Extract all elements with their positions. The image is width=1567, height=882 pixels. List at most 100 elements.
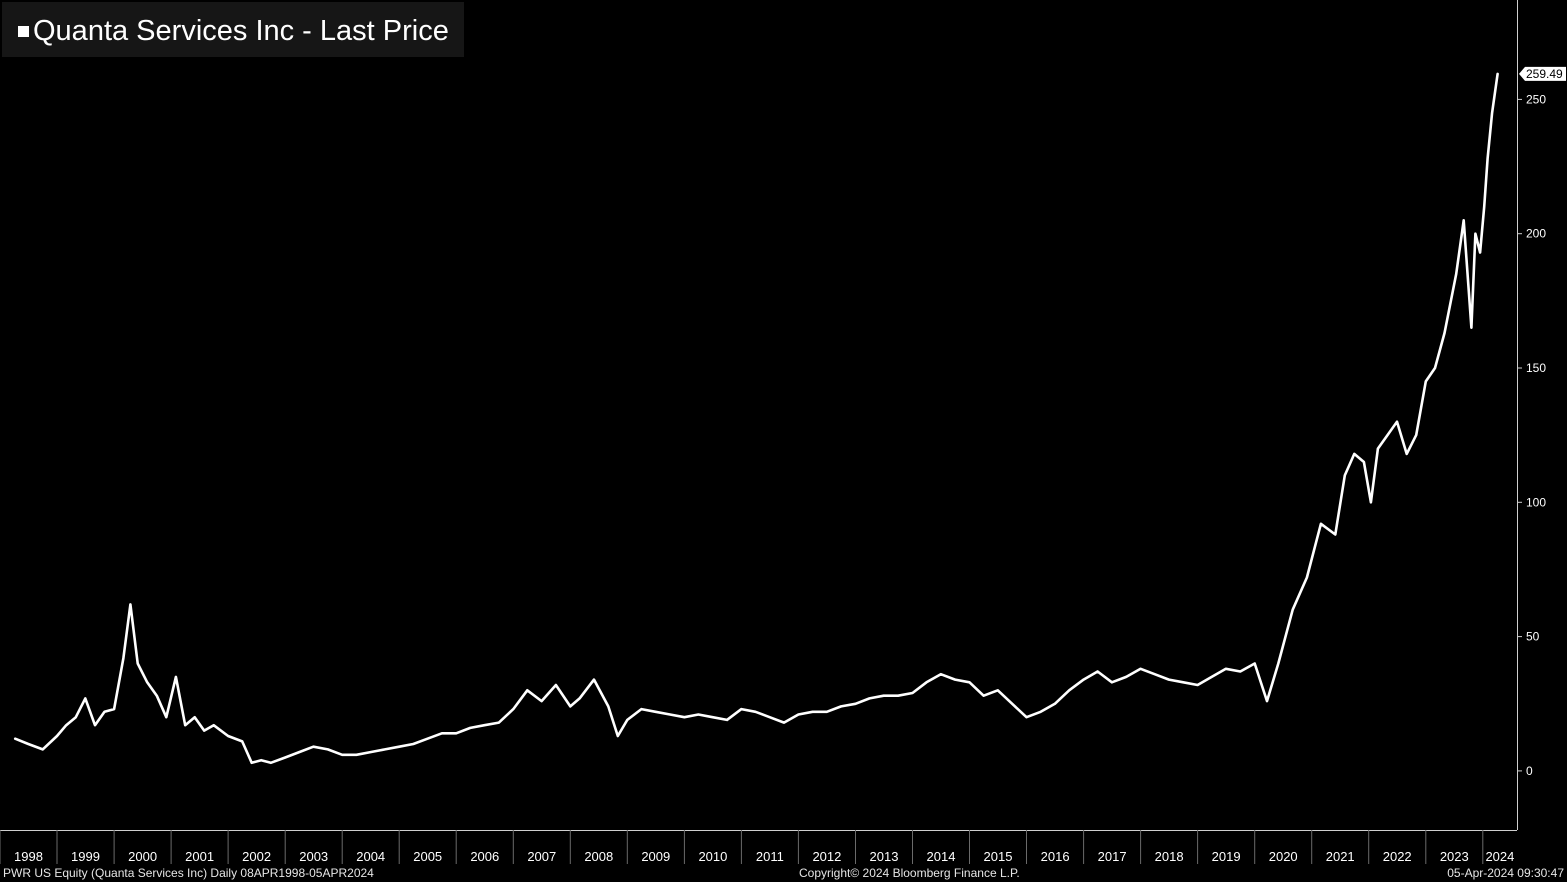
x-tick-label-2006: 2006 [470, 849, 499, 864]
data-point-1998-04-08 [14, 737, 16, 740]
data-point-2000-04-15 [129, 603, 132, 606]
data-point-2017-07-01 [1111, 681, 1113, 684]
data-point-2009-01-01 [626, 719, 629, 721]
y-tick-label-200: 200 [1526, 227, 1546, 241]
data-point-2022-05-01 [1386, 434, 1389, 436]
data-point-2007-10-01 [555, 684, 557, 686]
x-tick-label-2019: 2019 [1212, 849, 1241, 864]
x-tick-label-2024: 2024 [1485, 849, 1514, 864]
data-point-2020-01-01 [1253, 662, 1256, 665]
data-point-2016-04-01 [1039, 711, 1042, 713]
data-point-2003-01-01 [284, 756, 287, 759]
x-tick-label-2021: 2021 [1326, 849, 1355, 864]
y-tick-label-100: 100 [1526, 495, 1546, 509]
x-tick-label-2011: 2011 [756, 849, 784, 864]
data-point-2017-01-01 [1082, 678, 1085, 681]
y-tick-label-150: 150 [1526, 361, 1546, 375]
last-price-flag: 259.49 [1519, 66, 1566, 81]
data-point-1999-11-01 [103, 711, 106, 713]
data-point-2016-07-01 [1054, 703, 1056, 705]
data-point-2021-12-01 [1363, 461, 1365, 463]
data-point-2022-07-01 [1396, 420, 1398, 423]
data-point-2002-06-01 [250, 762, 253, 764]
data-point-2002-08-01 [260, 759, 263, 761]
x-tick-label-2007: 2007 [527, 849, 556, 864]
data-point-2014-01-01 [911, 692, 914, 694]
data-point-2004-07-01 [369, 751, 372, 753]
data-point-2008-09-01 [607, 705, 610, 708]
data-point-2018-10-01 [1182, 681, 1185, 684]
data-point-2010-10-01 [726, 719, 728, 721]
data-point-2001-08-01 [203, 729, 205, 732]
data-point-2000-06-01 [136, 662, 139, 665]
data-point-2002-10-01 [270, 762, 272, 764]
data-point-2011-07-01 [768, 716, 771, 718]
data-point-2008-11-01 [617, 735, 619, 737]
data-point-2023-07-15 [1455, 273, 1457, 275]
data-point-1999-07-01 [84, 697, 87, 700]
data-point-2009-10-01 [669, 713, 671, 716]
data-point-1999-01-01 [56, 735, 58, 737]
data-point-2019-01-01 [1196, 684, 1199, 686]
data-point-2022-01-15 [1370, 501, 1372, 504]
data-point-2010-01-01 [683, 716, 686, 718]
data-point-2013-01-01 [854, 703, 857, 705]
data-point-2005-04-01 [412, 743, 415, 745]
x-tick-label-2009: 2009 [641, 849, 670, 864]
footer-security-info: PWR US Equity (Quanta Services Inc) Dail… [3, 866, 374, 880]
data-point-2003-10-01 [327, 748, 329, 751]
data-point-2003-04-01 [298, 751, 301, 753]
x-tick-label-2005: 2005 [413, 849, 442, 864]
data-point-2022-11-01 [1415, 434, 1417, 436]
data-point-2019-10-01 [1239, 670, 1242, 673]
data-point-2000-08-01 [146, 681, 148, 684]
data-point-2014-04-01 [925, 681, 928, 684]
data-point-2020-03-20 [1266, 700, 1268, 702]
data-point-2019-04-01 [1210, 676, 1213, 678]
data-point-2021-06-01 [1334, 533, 1337, 536]
data-point-2024-03-01 [1491, 112, 1493, 114]
data-point-2020-06-01 [1277, 662, 1280, 665]
data-point-2012-10-01 [840, 705, 842, 708]
footer-timestamp: 05-Apr-2024 09:30:47 [1447, 866, 1564, 880]
data-point-2001-04-01 [184, 724, 186, 726]
x-tick-label-2016: 2016 [1041, 849, 1070, 864]
data-point-1999-09-01 [94, 724, 96, 726]
data-point-2014-10-01 [954, 678, 956, 681]
data-point-2005-10-01 [441, 732, 443, 735]
data-point-2020-12-01 [1306, 576, 1308, 579]
data-point-2001-06-01 [193, 716, 196, 718]
data-point-2001-10-01 [212, 724, 215, 726]
data-point-2009-04-01 [640, 708, 643, 710]
data-point-2006-01-01 [455, 732, 458, 735]
data-point-1999-03-01 [65, 724, 67, 726]
data-point-2006-10-01 [498, 721, 500, 724]
data-point-2000-12-01 [165, 716, 168, 718]
data-point-2018-01-01 [1139, 668, 1142, 670]
data-point-2007-07-01 [540, 700, 543, 702]
data-point-2004-10-01 [384, 748, 386, 751]
footer-copyright: Copyright© 2024 Bloomberg Finance L.P. [799, 866, 1020, 880]
data-point-2021-10-01 [1353, 453, 1356, 455]
data-point-2015-07-01 [997, 689, 999, 692]
x-tick-label-2012: 2012 [812, 849, 841, 864]
last-price-label: 259.49 [1526, 67, 1563, 81]
x-tick-label-2004: 2004 [356, 849, 385, 864]
legend-swatch [18, 26, 29, 37]
data-point-2023-05-01 [1443, 332, 1446, 334]
last-price-flag-shape [1519, 66, 1566, 81]
data-point-2013-07-01 [882, 694, 885, 697]
data-point-2000-10-01 [156, 694, 158, 697]
data-point-2023-01-01 [1425, 380, 1427, 383]
data-point-2024-04-05 [1496, 73, 1499, 75]
data-point-2004-01-01 [341, 754, 344, 756]
y-axis-ticks: 0 50 100 150 200 250 [1517, 92, 1546, 778]
data-point-2010-07-01 [711, 716, 714, 718]
data-point-2003-07-01 [312, 745, 315, 748]
series-points [14, 73, 1499, 764]
x-tick-label-2002: 2002 [242, 849, 271, 864]
data-point-2000-03-01 [122, 657, 125, 659]
data-point-2023-09-01 [1462, 219, 1465, 222]
data-point-2006-04-01 [469, 727, 472, 729]
data-point-2022-09-01 [1405, 453, 1408, 455]
